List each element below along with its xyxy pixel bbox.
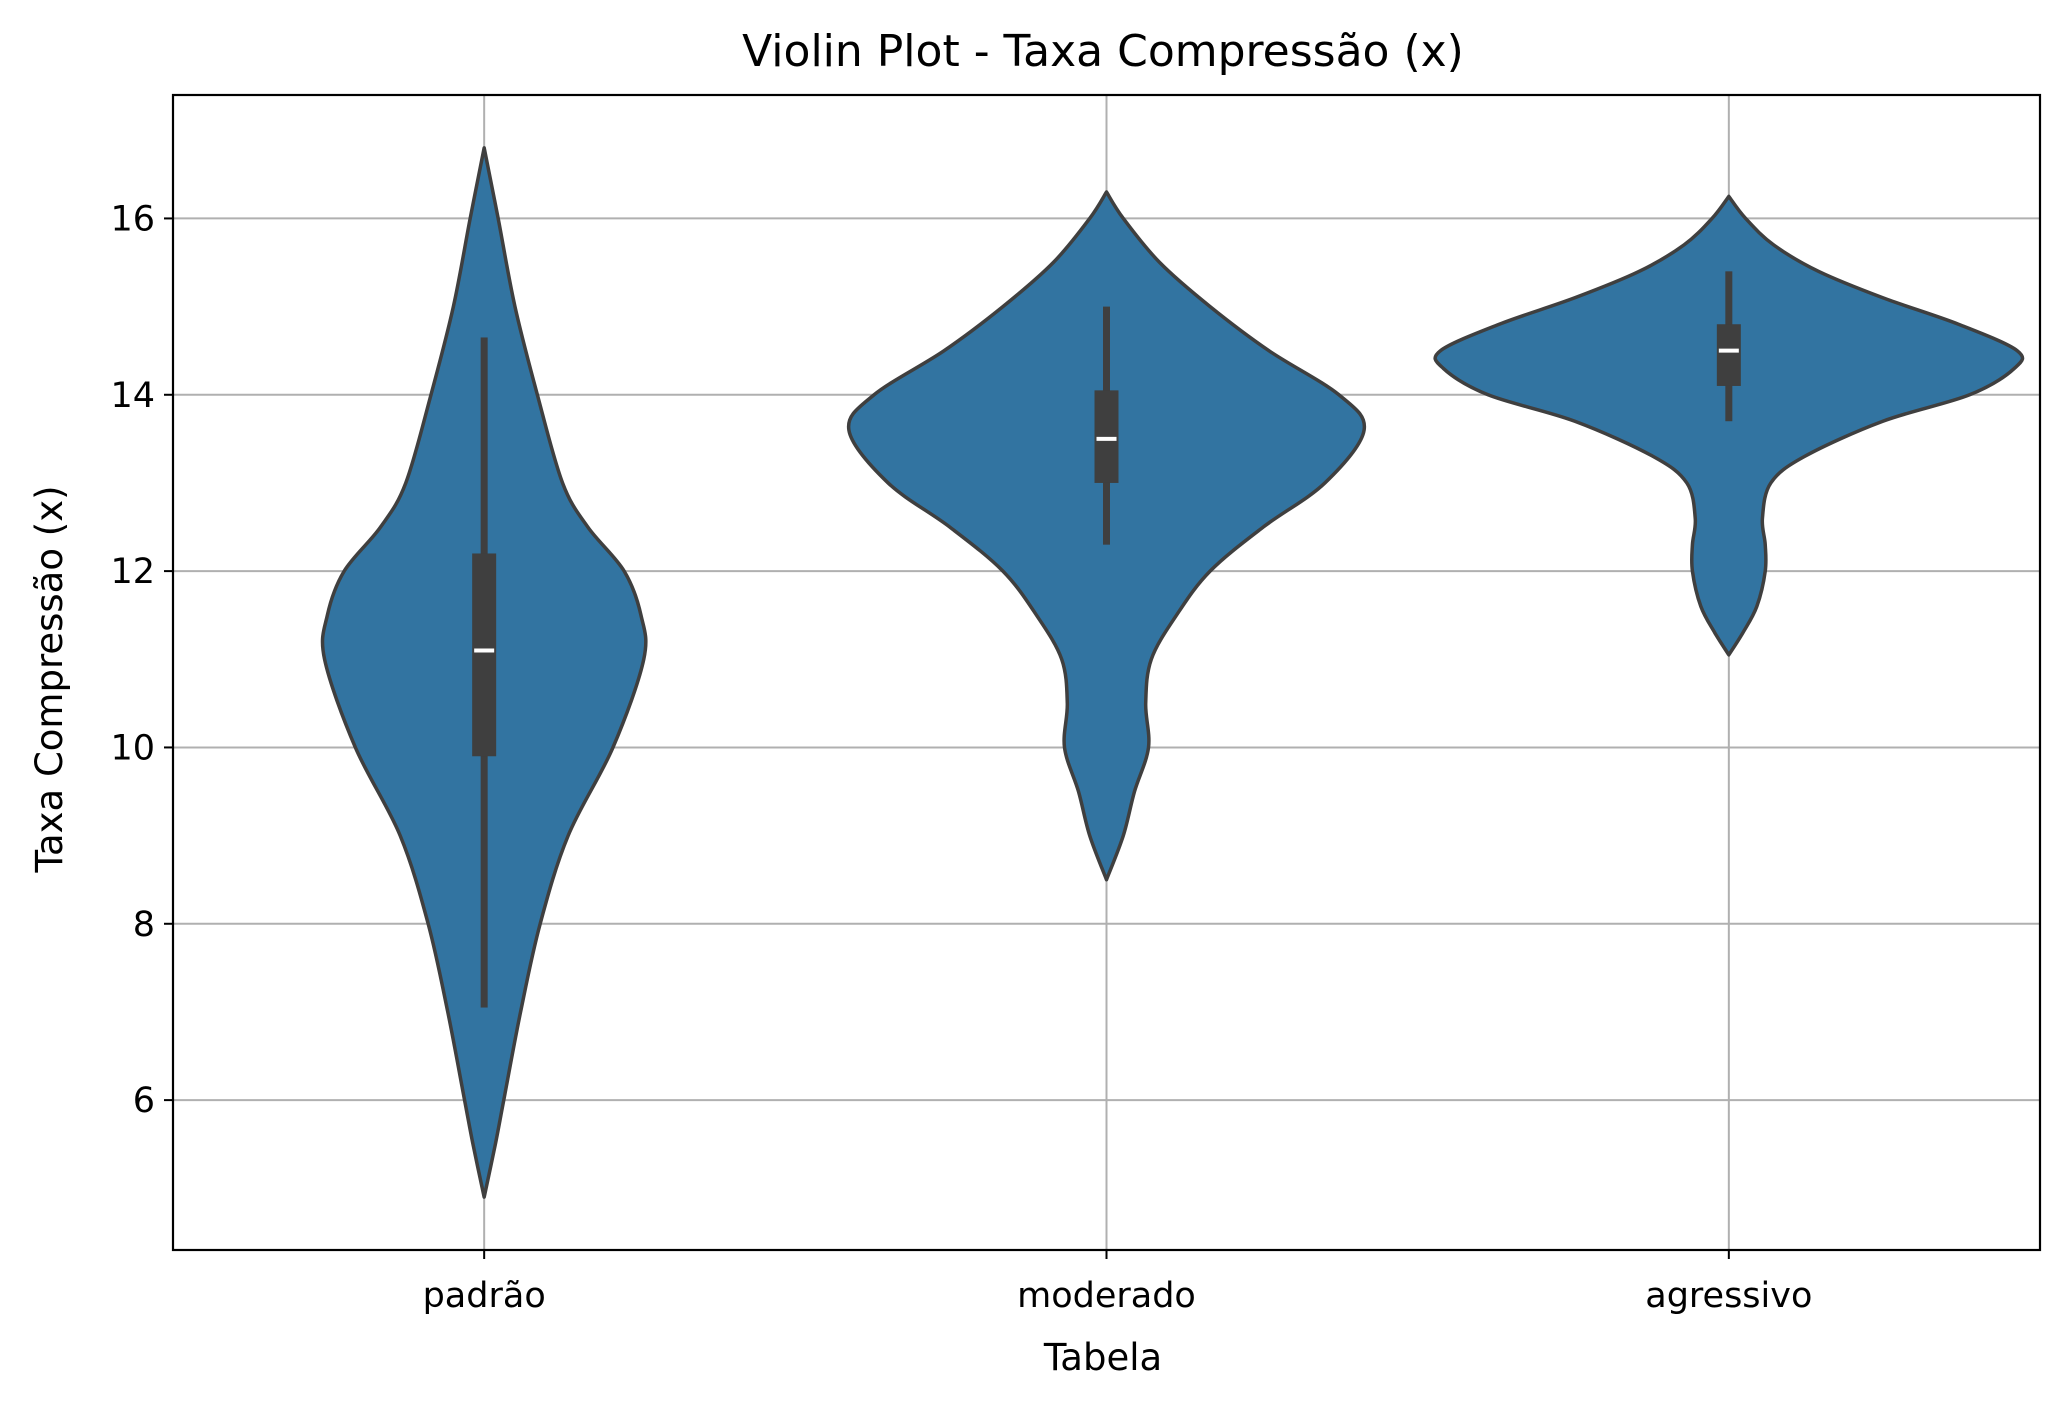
x-axis-label: Tabela [1043,1336,1162,1379]
x-tick-label: moderado [1017,1276,1196,1316]
violin-box [1716,324,1741,386]
tick-layer: 6 8 10 12 14 16 padrão moderado agressivo [110,199,1812,1316]
y-tick-label: 6 [133,1081,155,1121]
violin-box [1094,390,1119,483]
y-tick-label: 14 [110,376,155,416]
violin-layer [320,146,2025,1199]
chart-title: Violin Plot - Taxa Compressão (x) [742,26,1464,77]
x-tick-label: agressivo [1645,1276,1812,1316]
y-tick-label: 8 [133,905,155,945]
violin-box [472,553,497,757]
y-tick-label: 12 [110,552,155,592]
y-axis-label: Taxa Compressão (x) [28,485,71,873]
x-tick-label: padrão [423,1276,546,1316]
y-tick-label: 10 [110,728,155,768]
violin-body [1433,194,2025,657]
box-layer [472,271,1741,1008]
y-tick-label: 16 [110,199,155,239]
